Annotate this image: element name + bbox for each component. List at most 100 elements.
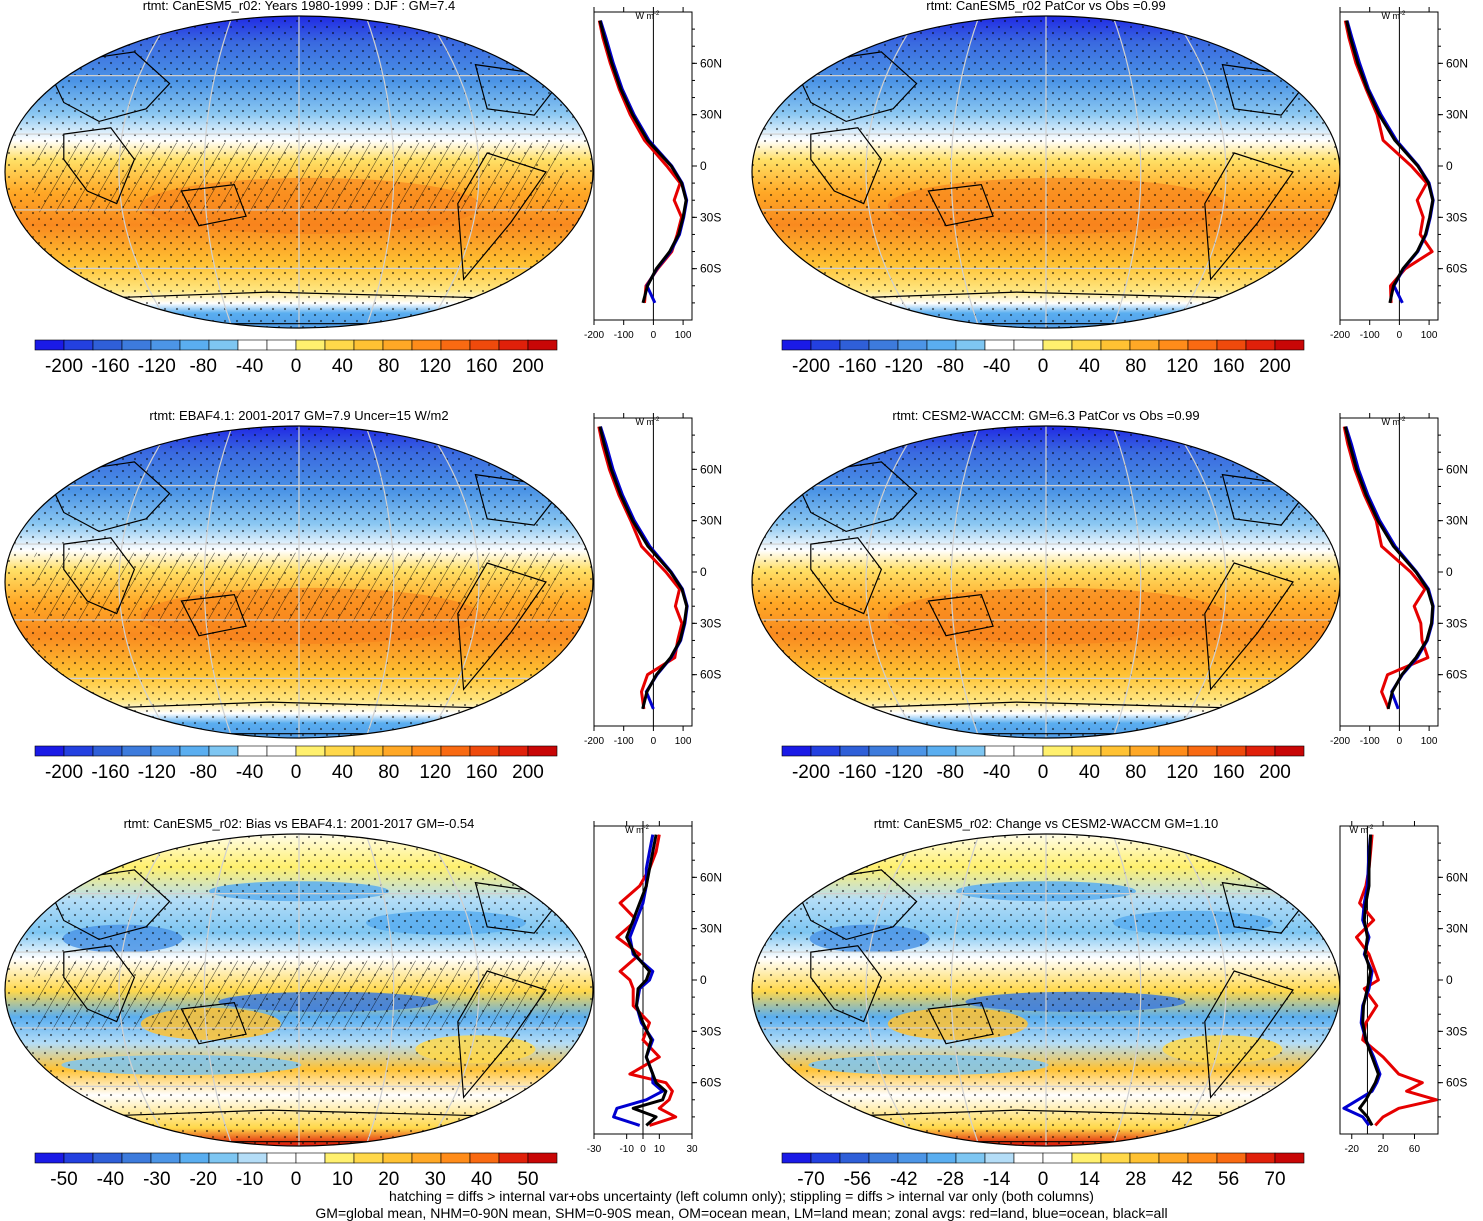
colorbar-tick-label: -28	[936, 1169, 963, 1190]
coastline	[180, 1001, 247, 1045]
ytick-label: 30S	[700, 1024, 721, 1038]
coastline	[792, 869, 918, 941]
colorbar-swatch	[121, 339, 152, 351]
colorbar-swatch	[208, 745, 239, 757]
colorbar-tick-label: -80	[189, 762, 216, 783]
colorbar-swatch	[1158, 745, 1189, 757]
xtick-label: 0	[651, 330, 657, 341]
xtick-label: 0	[640, 1144, 646, 1155]
colorbar-tick-label: 30	[425, 1169, 446, 1190]
zonal-plot-frame	[1339, 825, 1439, 1135]
colorbar-swatch	[469, 745, 500, 757]
colorbar-swatch	[34, 745, 65, 757]
colorbar-tick-label: 80	[1125, 356, 1146, 377]
ytick-label: 60S	[700, 1076, 721, 1090]
colorbar-swatch	[1071, 745, 1102, 757]
colorbar-tick-label: -200	[45, 356, 83, 377]
coastline	[45, 461, 171, 533]
land-series-line	[597, 426, 684, 710]
ytick-label: 60N	[700, 56, 722, 70]
graticule-lon	[363, 834, 395, 1146]
panel-p2: rtmt: CanESM5_r02 PatCor vs Obs =0.99 W m…	[751, 0, 1468, 377]
ytick-label: 30N	[700, 922, 722, 936]
colorbar-swatch	[1129, 1152, 1160, 1164]
panel-p5: rtmt: CanESM5_r02: Bias vs EBAF4.1: 2001…	[4, 816, 722, 1190]
colorbar-tick-label: -40	[983, 356, 1010, 377]
colorbar-tick-label: -120	[885, 356, 923, 377]
coastline	[1204, 152, 1294, 281]
colorbar-tick-label: -42	[890, 1169, 917, 1190]
graticule-lon	[203, 16, 235, 328]
all-series-line	[1358, 834, 1380, 1127]
graticule-lon	[865, 16, 924, 328]
panel-p1: rtmt: CanESM5_r02: Years 1980-1999 : DJF…	[4, 0, 722, 377]
colorbar-swatch	[810, 745, 841, 757]
colorbar-swatch	[1158, 339, 1189, 351]
colorbar-swatch	[810, 339, 841, 351]
colorbar-tick-label: -200	[792, 356, 830, 377]
colorbar-swatch	[1013, 1152, 1044, 1164]
colorbar-swatch	[411, 339, 442, 351]
colorbar: -200 -160 -120 -80 -40 0 40 80 120 160 200	[781, 745, 1305, 783]
ytick-label: 60S	[700, 668, 721, 682]
colorbar-swatch	[237, 339, 268, 351]
colorbar-tick-label: -50	[50, 1169, 77, 1190]
xtick-label: -100	[1360, 330, 1380, 341]
colorbar-tick-label: 0	[1038, 356, 1049, 377]
colorbar-tick-label: 160	[466, 356, 498, 377]
xtick-label: 100	[1421, 736, 1438, 747]
colorbar-tick-label: 40	[1079, 762, 1100, 783]
ytick-label: 30N	[700, 108, 722, 122]
colorbar-swatch	[92, 1152, 123, 1164]
panel-p3: rtmt: EBAF4.1: 2001-2017 GM=7.9 Uncer=15…	[4, 408, 722, 783]
graticule-lon	[421, 426, 480, 738]
colorbar-swatch	[353, 1152, 384, 1164]
colorbar-swatch	[926, 1152, 957, 1164]
ytick-label: 30N	[700, 514, 722, 528]
ytick-label: 0	[700, 565, 707, 579]
colorbar-swatch	[121, 745, 152, 757]
colorbar-swatch	[63, 1152, 94, 1164]
colorbar-swatch	[1071, 339, 1102, 351]
colorbar-tick-label: 120	[419, 356, 451, 377]
colorbar-tick-label: 10	[332, 1169, 353, 1190]
colorbar-swatch	[382, 1152, 413, 1164]
colorbar: -200 -160 -120 -80 -40 0 40 80 120 160 200	[781, 339, 1305, 377]
colorbar-swatch	[34, 1152, 65, 1164]
colorbar-swatch	[237, 1152, 268, 1164]
colorbar-tick-label: -80	[936, 356, 963, 377]
colorbar-swatch	[150, 339, 181, 351]
colorbar-swatch	[1100, 339, 1131, 351]
graticule-lon	[421, 834, 480, 1146]
colorbar-swatch	[810, 1152, 841, 1164]
colorbar-tick-label: -120	[885, 762, 923, 783]
colorbar-tick-label: 200	[1259, 762, 1291, 783]
colorbar-swatch	[527, 745, 558, 757]
map-field	[752, 834, 1340, 1146]
ytick-label: 60N	[1446, 462, 1468, 476]
colorbar-swatch	[839, 339, 870, 351]
unit-label: W m-2	[625, 825, 649, 835]
all-series-line	[1345, 20, 1435, 304]
colorbar-tick-label: 56	[1218, 1169, 1239, 1190]
graticule-lon	[363, 16, 395, 328]
colorbar-tick-label: 40	[471, 1169, 492, 1190]
zonal-mean-plot: W m-2 60N 30N 0 30S 60S -200 -100 0 100	[584, 413, 722, 747]
xtick-label: -100	[614, 330, 634, 341]
graticule-lon	[1110, 834, 1142, 1146]
ytick-label: 60S	[1446, 262, 1467, 276]
colorbar-tick-label: 20	[378, 1169, 399, 1190]
xtick-label: 100	[675, 736, 692, 747]
colorbar-swatch	[63, 745, 94, 757]
coastline	[180, 183, 247, 227]
unit-label: W m-2	[1381, 11, 1405, 21]
colorbar-swatch	[955, 339, 986, 351]
colorbar-tick-label: 0	[291, 1169, 302, 1190]
ytick-label: 0	[1446, 973, 1453, 987]
graticule-lon	[203, 834, 235, 1146]
coastline	[810, 537, 883, 615]
coastline	[810, 127, 883, 205]
colorbar-swatch	[498, 745, 529, 757]
colorbar-swatch	[179, 745, 210, 757]
